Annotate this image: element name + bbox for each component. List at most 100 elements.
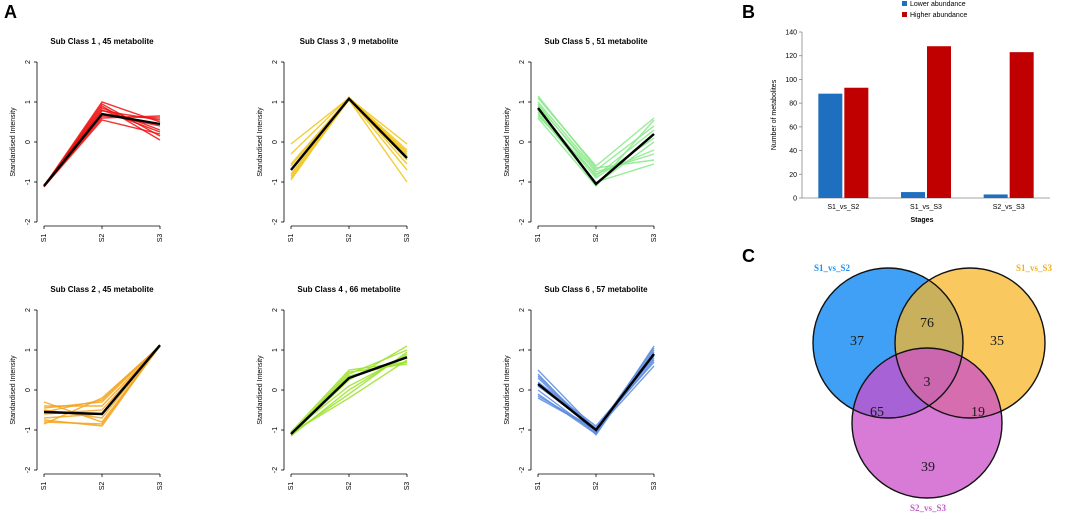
panel-letter-a: A [4, 2, 17, 22]
mean-profile-line [290, 97, 408, 171]
y-tick-label: -2 [25, 467, 32, 473]
y-tick-label: 1 [25, 100, 32, 104]
y-tick-label: 2 [519, 308, 526, 312]
subclass-title: Sub Class 5 , 51 metabolite [544, 37, 648, 46]
y-tick-label: 40 [789, 148, 797, 155]
x-tick-label: S2 [99, 234, 106, 243]
bar-S2_vs_S3-0 [983, 194, 1008, 198]
legend-swatch-0 [902, 1, 907, 6]
venn-circle-S2_vs_S3 [852, 348, 1002, 498]
y-axis-label: Standardised Intensity [504, 355, 511, 425]
y-tick-label: 1 [25, 348, 32, 352]
y-tick-label: 2 [272, 60, 279, 64]
x-tick-label: S3 [651, 234, 658, 243]
subclass-title: Sub Class 6 , 57 metabolite [544, 285, 648, 294]
profile-line [537, 95, 655, 169]
x-tick-label: S3 [157, 234, 164, 243]
bar-S2_vs_S3-1 [1009, 52, 1034, 199]
y-axis-label: Standardised Intensity [257, 355, 264, 425]
subclass-plot-1: Sub Class 1 , 45 metabolite Standardised … [10, 37, 164, 242]
subclass-title: Sub Class 1 , 45 metabolite [50, 37, 154, 46]
profile-line [43, 344, 161, 419]
bar-S1_vs_S2-0 [818, 93, 843, 198]
x-tick-label: S2 [346, 234, 353, 243]
subclass-plot-2: Sub Class 3 , 9 metabolite Standardised I… [257, 37, 411, 242]
venn-count-ac: 65 [870, 405, 884, 420]
mean-profile-line [537, 107, 655, 186]
y-tick-label: 2 [25, 308, 32, 312]
bar-S1_vs_S3-0 [901, 192, 925, 198]
y-tick-label: -2 [272, 467, 279, 473]
y-tick-label: -2 [25, 219, 32, 225]
subclass-title: Sub Class 3 , 9 metabolite [300, 37, 399, 46]
y-tick-label: 0 [272, 140, 279, 144]
y-tick-label: 2 [519, 60, 526, 64]
y-tick-label: 0 [519, 388, 526, 392]
x-tick-label: S1 [535, 234, 542, 243]
mean-profile-line [43, 112, 161, 187]
y-tick-label: -1 [272, 427, 279, 433]
venn-set-label-0: S1_vs_S2 [814, 263, 851, 273]
profile-line [43, 101, 161, 187]
legend-label-0: Lower abundance [910, 1, 966, 8]
legend-label-1: Higher abundance [910, 12, 967, 19]
x-tick-label: S1_vs_S3 [910, 204, 942, 211]
venn-count-only_b: 35 [990, 334, 1004, 349]
y-tick-label: -1 [25, 427, 32, 433]
venn-count-abc: 3 [924, 375, 931, 390]
venn-set-label-2: S2_vs_S3 [910, 503, 947, 513]
profile-line [537, 355, 655, 432]
subclass-plot-5: Sub Class 4 , 66 metabolite Standardised … [257, 285, 411, 490]
venn-count-ab: 76 [920, 316, 934, 331]
venn-circle-outline-S1_vs_S3 [894, 267, 1046, 419]
legend-swatch-1 [902, 12, 907, 17]
y-axis-label: Standardised Intensity [257, 107, 264, 177]
venn-circle-outline-S2_vs_S3 [851, 347, 1003, 499]
profile-line [43, 345, 161, 415]
y-tick-label: 1 [272, 348, 279, 352]
y-tick-label: 1 [519, 100, 526, 104]
profile-line [44, 345, 161, 407]
y-tick-label: 120 [785, 53, 797, 60]
y-tick-label: -2 [519, 219, 526, 225]
panel-letter-c: C [742, 246, 755, 266]
x-tick-label: S3 [157, 482, 164, 491]
y-tick-label: -1 [519, 427, 526, 433]
x-tick-label: S1 [535, 482, 542, 491]
y-tick-label: -1 [25, 179, 32, 185]
x-tick-label: S2_vs_S3 [993, 204, 1025, 211]
y-tick-label: 0 [272, 388, 279, 392]
profile-line [537, 117, 655, 188]
profile-line [43, 105, 161, 187]
subclass-title: Sub Class 4 , 66 metabolite [297, 285, 401, 294]
subclass-plot-3: Sub Class 5 , 51 metabolite Standardised … [504, 37, 658, 242]
x-tick-label: S2 [346, 482, 353, 491]
profile-line [537, 101, 655, 171]
x-tick-label: S2 [593, 234, 600, 243]
y-tick-label: 1 [272, 100, 279, 104]
bar-S1_vs_S3-1 [927, 46, 951, 198]
x-tick-label: S1 [288, 482, 295, 491]
y-axis-label: Standardised Intensity [504, 107, 511, 177]
bar-S1_vs_S2-1 [844, 87, 869, 198]
x-tick-label: S2 [99, 482, 106, 491]
y-tick-label: 1 [519, 348, 526, 352]
y-tick-label: -2 [519, 467, 526, 473]
profile-line [537, 345, 655, 435]
profile-line [537, 115, 655, 175]
subclass-plot-4: Sub Class 2 , 45 metabolite Standardised … [10, 285, 164, 490]
venn-count-only_a: 37 [850, 334, 864, 349]
profile-line [537, 347, 655, 432]
x-axis-label: Stages [911, 217, 934, 224]
y-tick-label: 60 [789, 124, 797, 131]
subclass-plot-6: Sub Class 6 , 57 metabolite Standardised … [504, 285, 658, 490]
venn-count-bc: 19 [971, 405, 985, 420]
profile-line [43, 344, 161, 419]
x-tick-label: S1_vs_S2 [827, 204, 859, 211]
profile-line [43, 345, 161, 425]
panel-letter-b: B [742, 2, 755, 22]
x-tick-label: S1 [41, 234, 48, 243]
y-axis-label: Number of metabolites [771, 79, 778, 150]
y-tick-label: 80 [789, 101, 797, 108]
mean-profile-line [290, 356, 408, 435]
